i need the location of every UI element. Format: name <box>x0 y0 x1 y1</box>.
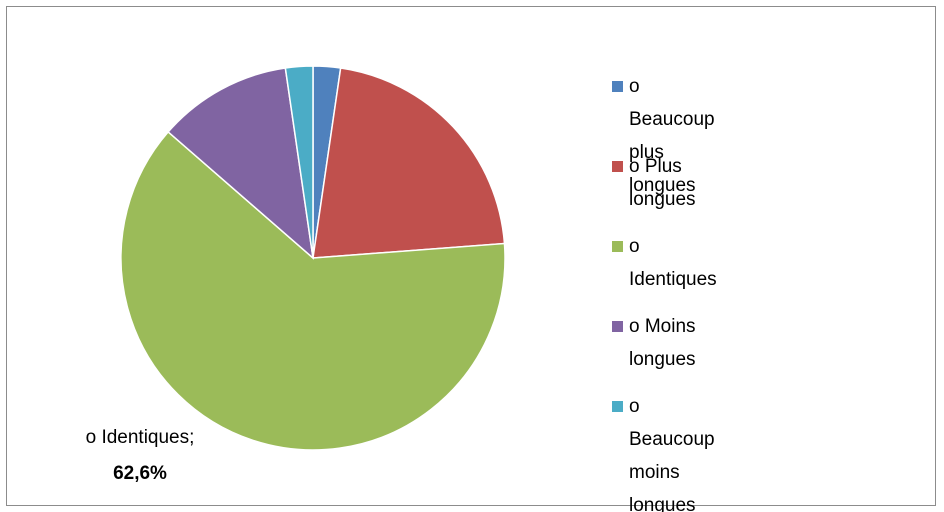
pie-slice <box>284 65 314 259</box>
data-label-value: 62,6% <box>113 463 167 484</box>
pie-slice <box>167 67 315 260</box>
pie-slice <box>312 67 506 259</box>
legend-label: o Beaucoup moins longues <box>629 396 715 512</box>
legend-label: o Moins longues <box>629 316 696 370</box>
legend-label: o Identiques <box>629 236 717 290</box>
data-label-separator: ; <box>189 427 194 448</box>
chart-frame <box>6 6 936 506</box>
legend-swatch <box>612 81 623 92</box>
data-label: o Identiques; <box>86 427 195 448</box>
legend-label: o Beaucoup plus longues <box>629 76 715 196</box>
legend-swatch <box>612 161 623 172</box>
data-label-category: o Identiques <box>86 427 190 448</box>
legend-swatch <box>612 401 623 412</box>
legend-swatch <box>612 321 623 332</box>
legend-label: o Plus longues <box>629 156 696 210</box>
legend-item: o Beaucoup plus longues <box>612 70 715 202</box>
legend-item: o Identiques <box>612 230 717 296</box>
legend-swatch <box>612 241 623 252</box>
pie-slice <box>120 130 506 451</box>
legend-item: o Beaucoup moins longues <box>612 390 715 512</box>
legend-item: o Plus longues <box>612 150 696 216</box>
legend-item: o Moins longues <box>612 310 696 376</box>
